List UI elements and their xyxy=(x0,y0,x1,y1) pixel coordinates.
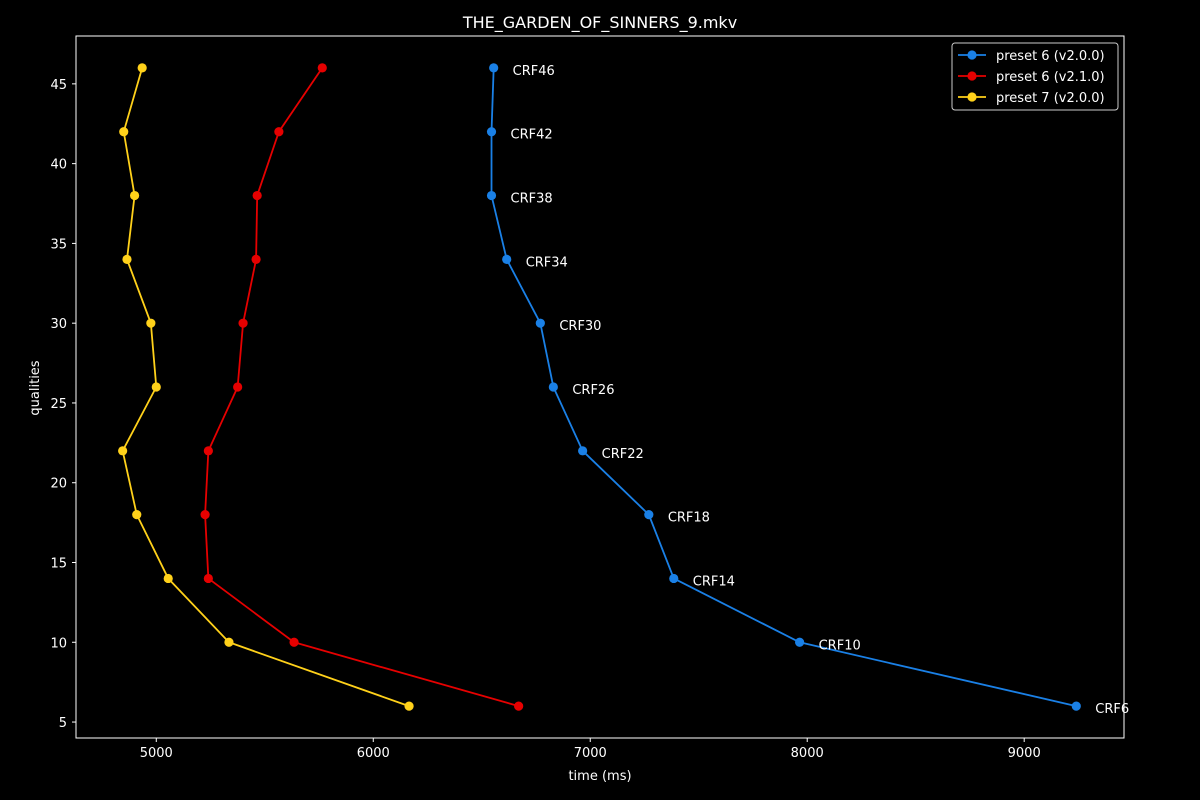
data-point xyxy=(644,510,654,520)
data-point xyxy=(1071,701,1081,711)
legend-entry: preset 6 (v2.1.0) xyxy=(996,70,1105,85)
point-label: CRF10 xyxy=(819,638,861,653)
data-point xyxy=(151,382,161,392)
point-label: CRF34 xyxy=(526,255,568,270)
plot-frame xyxy=(75,35,1125,739)
point-label: CRF46 xyxy=(513,64,555,79)
x-tick-label: 7000 xyxy=(574,746,607,761)
legend: preset 6 (v2.0.0) preset 6 (v2.1.0) preset… xyxy=(951,42,1119,111)
y-tick-label: 30 xyxy=(50,317,67,332)
data-point xyxy=(578,446,588,456)
x-tick-label: 9000 xyxy=(1008,746,1041,761)
data-point xyxy=(129,190,140,201)
data-point xyxy=(535,318,545,328)
legend-marker xyxy=(967,92,977,102)
point-label: CRF38 xyxy=(511,192,553,207)
data-point xyxy=(489,63,499,73)
data-point xyxy=(203,446,213,456)
data-point xyxy=(548,382,558,392)
x-axis-label: time (ms) xyxy=(568,769,631,784)
y-tick-label: 25 xyxy=(50,397,67,412)
data-point xyxy=(132,510,142,520)
y-tick-label: 35 xyxy=(50,237,67,252)
y-tick-label: 15 xyxy=(50,557,67,572)
data-point xyxy=(289,637,299,647)
data-point xyxy=(252,190,262,201)
data-point xyxy=(317,63,327,73)
data-point xyxy=(224,637,234,647)
data-point xyxy=(274,127,284,137)
legend-entry: preset 7 (v2.0.0) xyxy=(996,91,1105,106)
y-tick-label: 5 xyxy=(59,716,67,731)
legend-marker xyxy=(967,50,977,60)
data-point xyxy=(233,382,243,392)
x-tick-label: 8000 xyxy=(791,746,824,761)
data-point xyxy=(669,573,679,584)
y-tick-label: 40 xyxy=(50,158,67,173)
point-label: CRF14 xyxy=(693,574,735,589)
data-point xyxy=(238,318,248,328)
data-point xyxy=(137,63,147,73)
data-point xyxy=(146,318,156,328)
data-point xyxy=(795,637,805,647)
data-point xyxy=(486,190,497,201)
data-point xyxy=(200,510,210,520)
point-label: CRF22 xyxy=(602,447,644,462)
x-tick-label: 5000 xyxy=(140,746,173,761)
data-point xyxy=(514,701,524,711)
data-point xyxy=(251,254,261,264)
y-tick-label: 10 xyxy=(50,636,67,651)
data-point xyxy=(486,127,497,137)
x-tick-label: 6000 xyxy=(357,746,390,761)
y-tick-label: 20 xyxy=(50,477,67,492)
legend-marker xyxy=(967,71,977,81)
chart-title: THE_GARDEN_OF_SINNERS_9.mkv xyxy=(462,13,737,33)
data-point xyxy=(119,127,129,137)
data-point xyxy=(163,573,173,584)
point-label: CRF30 xyxy=(559,319,601,334)
legend-entry: preset 6 (v2.0.0) xyxy=(996,49,1105,64)
data-point xyxy=(404,701,414,711)
legend-box xyxy=(951,42,1119,111)
y-axis-label: qualities xyxy=(28,360,43,415)
data-point xyxy=(502,254,512,264)
point-label: CRF6 xyxy=(1095,702,1129,717)
y-tick-label: 45 xyxy=(50,78,67,93)
data-point xyxy=(122,254,132,264)
point-label: CRF26 xyxy=(572,383,614,398)
data-point xyxy=(118,446,128,456)
data-point xyxy=(203,573,213,584)
point-label: CRF18 xyxy=(668,511,710,526)
point-label: CRF42 xyxy=(511,128,553,143)
